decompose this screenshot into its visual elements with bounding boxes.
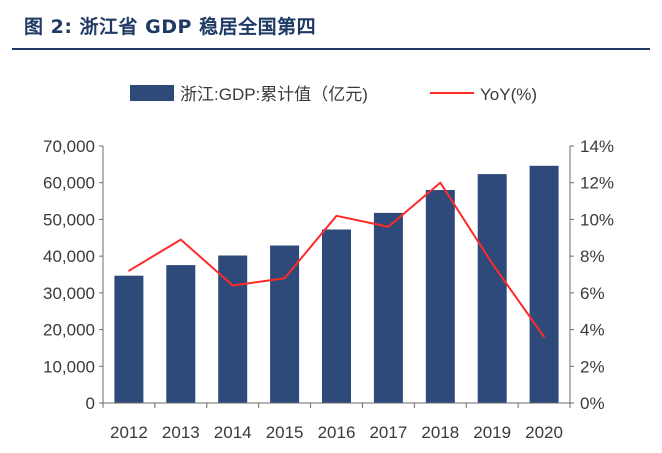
yoy-point-2016: [335, 215, 338, 217]
y-left-tick-label: 40,000: [43, 247, 95, 266]
x-tick-label: 2016: [318, 423, 356, 442]
y-left-tick-label: 50,000: [43, 210, 95, 229]
y-left-tick-label: 70,000: [43, 137, 95, 156]
yoy-point-2015: [283, 277, 286, 280]
yoy-point-2013: [180, 238, 182, 241]
x-tick-label: 2020: [525, 423, 563, 442]
y-right-tick-label: 10%: [580, 210, 614, 229]
y-right-tick-label: 2%: [580, 357, 605, 376]
yoy-point-2020: [543, 336, 545, 338]
y-right-tick-label: 0%: [580, 394, 605, 413]
chart-legend: 浙江:GDP:累计值（亿元) YoY(%): [130, 85, 537, 104]
line-series: [128, 181, 545, 338]
bar-2017: [373, 212, 403, 403]
title-underline: [12, 48, 650, 50]
bar-2012: [114, 275, 144, 403]
x-tick-label: 2015: [266, 423, 304, 442]
bar-2016: [322, 229, 351, 403]
y-right-tick-label: 6%: [580, 284, 605, 303]
legend-bar-label: 浙江:GDP:累计值（亿元): [180, 85, 368, 104]
yoy-point-2017: [387, 226, 390, 228]
x-tick-label: 2018: [421, 423, 459, 442]
legend-bar-swatch: [130, 85, 174, 101]
bar-2018: [425, 190, 455, 403]
yoy-point-2018: [439, 181, 442, 184]
x-tick-label: 2013: [162, 423, 200, 442]
y-right-tick-label: 4%: [580, 321, 605, 340]
x-tick-label: 2014: [214, 423, 252, 442]
y-left-tick-label: 0: [86, 394, 95, 413]
bar-2014: [218, 255, 248, 403]
bar-2020: [529, 165, 559, 403]
x-tick-label: 2019: [473, 423, 511, 442]
y-left-tick-label: 60,000: [43, 174, 95, 193]
y-right-tick-label: 8%: [580, 247, 605, 266]
y-left-tick-label: 10,000: [43, 357, 95, 376]
y-right-tick-label: 14%: [580, 137, 614, 156]
x-tick-label: 2012: [110, 423, 148, 442]
yoy-point-2019: [491, 262, 494, 265]
bar-2015: [270, 245, 300, 403]
yoy-point-2014: [231, 284, 234, 287]
yoy-point-2012: [128, 270, 130, 272]
x-tick-label: 2017: [369, 423, 407, 442]
chart-axes: 0 10,000 20,000 30,000 40,000 50,000 60,000 70,…: [43, 137, 614, 442]
y-left-tick-label: 20,000: [43, 321, 95, 340]
figure-title: 图 2: 浙江省 GDP 稳居全国第四: [24, 16, 317, 38]
y-right-tick-label: 12%: [580, 174, 614, 193]
legend-line-label: YoY(%): [480, 85, 537, 104]
bar-2019: [477, 174, 507, 403]
bar-2013: [166, 265, 196, 403]
y-left-tick-label: 30,000: [43, 284, 95, 303]
bar-series: [114, 165, 559, 403]
